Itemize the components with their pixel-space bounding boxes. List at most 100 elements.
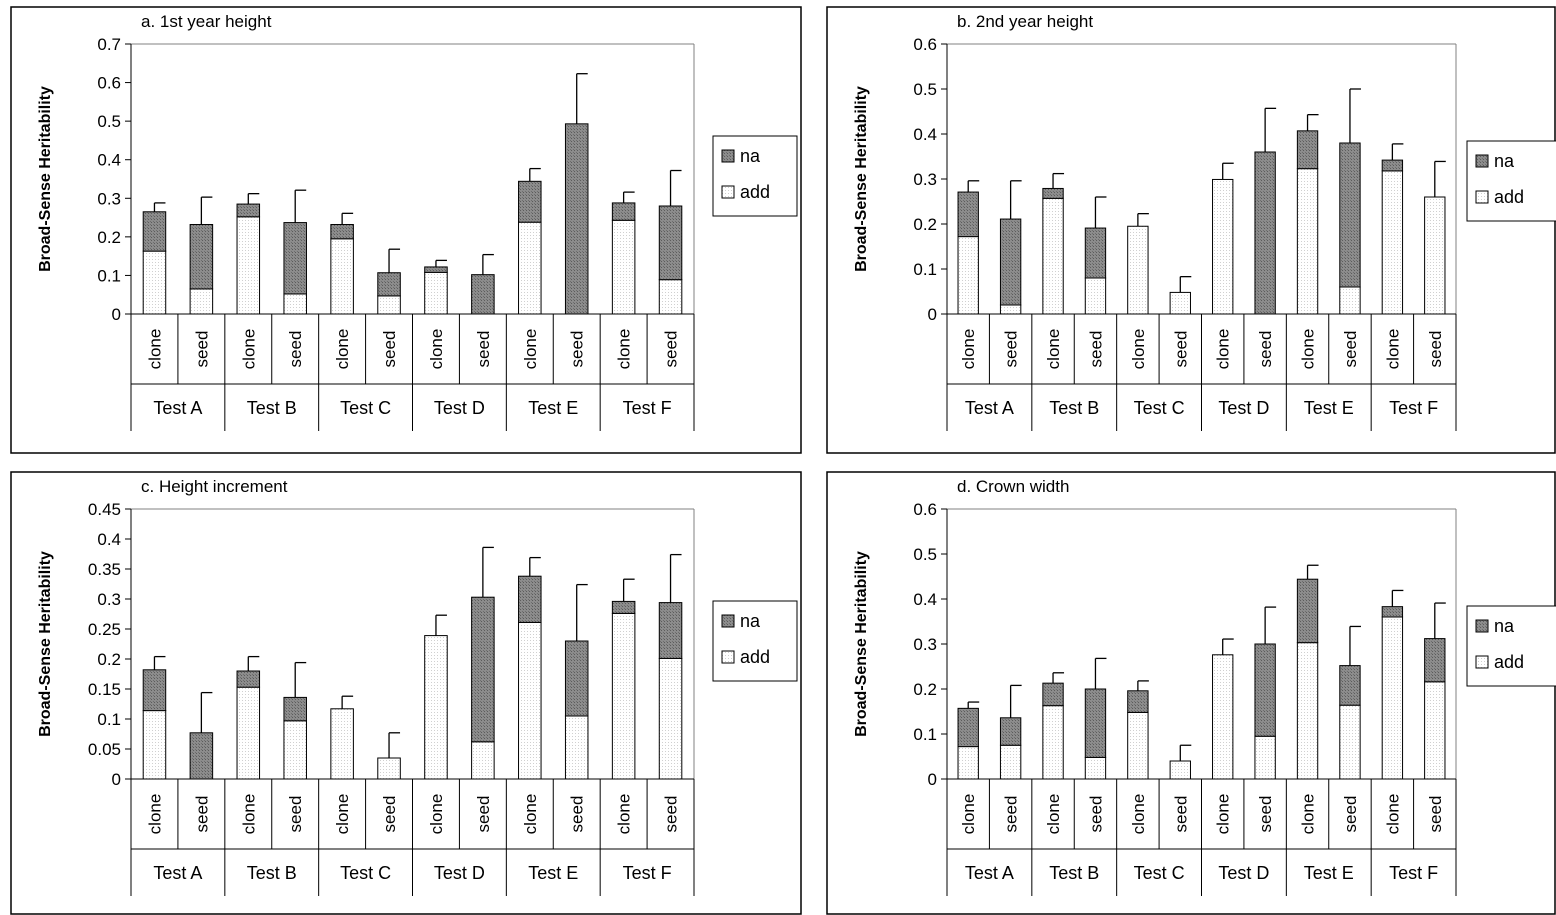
bar-add [1424, 681, 1446, 780]
group-label: Test D [1218, 863, 1269, 883]
bar-add [1254, 735, 1276, 780]
category-label: clone [1299, 794, 1318, 835]
bar-na [424, 266, 448, 273]
legend-swatch-na [721, 614, 735, 628]
group-label: Test C [340, 398, 391, 418]
chart-svg-d: d. Crown width Broad-Sense Heritability 0 0… [826, 471, 1556, 915]
category-label: seed [1256, 796, 1275, 833]
chart-svg-b: b. 2nd year height Broad-Sense Heritabili… [826, 6, 1556, 454]
bar-add [1084, 277, 1107, 315]
bar-add [377, 757, 401, 780]
y-tick-label: 0.3 [913, 635, 937, 654]
bar-na [518, 575, 542, 623]
y-tick-label: 0.6 [913, 500, 937, 519]
category-label: clone [959, 329, 978, 370]
category-label: clone [1214, 794, 1233, 835]
group-label: Test E [528, 398, 578, 418]
y-tick-label: 0.6 [97, 74, 121, 93]
group-label: Test E [1304, 863, 1354, 883]
group-label: Test A [153, 398, 202, 418]
bar-na [1424, 638, 1446, 683]
legend-label: add [1494, 652, 1524, 672]
legend-box [712, 135, 798, 217]
category-label: seed [286, 796, 305, 833]
category-label: clone [521, 329, 540, 370]
legend-label: add [1494, 187, 1524, 207]
category-label: clone [1214, 329, 1233, 370]
category-label: seed [192, 331, 211, 368]
bar-na [236, 670, 261, 688]
bar-add [658, 279, 683, 315]
bar-add [330, 238, 354, 315]
group-label: Test B [1049, 398, 1099, 418]
category-label: clone [1383, 794, 1402, 835]
bar-na [1254, 151, 1276, 315]
legend-swatch-na [1475, 619, 1489, 633]
bar-na [1042, 187, 1064, 199]
bar-add [1339, 704, 1361, 780]
bar-add [330, 708, 354, 780]
y-tick-label: 0.6 [913, 35, 937, 54]
group-label: Test B [247, 863, 297, 883]
category-label: seed [474, 331, 493, 368]
bar-add [283, 720, 307, 780]
chart-panel-b: b. 2nd year height Broad-Sense Heritabili… [826, 6, 1556, 454]
bar-add [1169, 760, 1191, 780]
bar-add [999, 744, 1022, 780]
category-label: clone [1383, 329, 1402, 370]
bar-add [1169, 291, 1191, 315]
group-label: Test C [1134, 398, 1185, 418]
category-label: seed [568, 331, 587, 368]
bar-na [1127, 690, 1149, 713]
y-tick-label: 0.05 [88, 740, 121, 759]
legend-label: na [1494, 616, 1515, 636]
y-axis-label: Broad-Sense Heritability [853, 86, 870, 272]
y-axis-label: Broad-Sense Heritability [853, 551, 870, 737]
y-tick-label: 0 [112, 770, 121, 789]
y-tick-label: 0.2 [97, 650, 121, 669]
category-label: clone [239, 329, 258, 370]
bar-na [330, 224, 354, 240]
legend-box [1466, 140, 1556, 222]
y-axis-label: Broad-Sense Heritability [37, 551, 54, 737]
bar-add [1296, 642, 1319, 780]
category-label: clone [1044, 329, 1063, 370]
group-label: Test A [965, 398, 1014, 418]
category-label: clone [521, 794, 540, 835]
category-label: seed [1341, 331, 1360, 368]
y-tick-label: 0.1 [97, 266, 121, 285]
bar-na [236, 203, 261, 218]
bar-na [1084, 688, 1107, 758]
bar-add [1381, 616, 1404, 780]
group-label: Test F [623, 863, 672, 883]
bar-na [1296, 578, 1319, 644]
chart-title: b. 2nd year height [957, 12, 1093, 31]
y-tick-label: 0.3 [913, 170, 937, 189]
y-tick-label: 0.2 [97, 228, 121, 247]
category-label: clone [333, 794, 352, 835]
category-label: clone [1129, 329, 1148, 370]
group-label: Test C [1134, 863, 1185, 883]
y-tick-label: 0.35 [88, 560, 121, 579]
bar-na [1339, 665, 1361, 706]
bar-add [424, 635, 448, 780]
legend-label: add [740, 647, 770, 667]
y-tick-label: 0.45 [88, 500, 121, 519]
bar-add [1212, 654, 1234, 780]
category-label: seed [380, 331, 399, 368]
bar-add [236, 686, 261, 780]
legend-label: add [740, 182, 770, 202]
legend-swatch-add [721, 185, 735, 199]
bar-na [1339, 142, 1361, 288]
bar-na [1042, 682, 1064, 707]
y-tick-label: 0.1 [913, 725, 937, 744]
bar-add [1381, 170, 1404, 315]
bar-add [1127, 711, 1149, 780]
bar-add [1296, 168, 1319, 315]
bar-add [957, 236, 979, 315]
group-label: Test B [1049, 863, 1099, 883]
y-tick-label: 0.4 [913, 125, 937, 144]
category-label: seed [286, 331, 305, 368]
group-label: Test F [623, 398, 672, 418]
legend-swatch-add [1475, 655, 1489, 669]
